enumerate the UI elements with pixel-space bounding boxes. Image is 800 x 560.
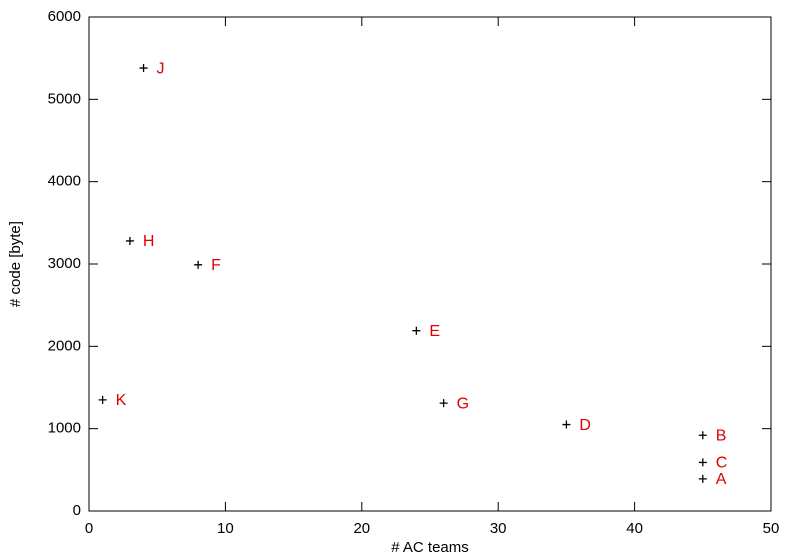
point [194, 260, 203, 269]
point [698, 458, 707, 467]
point-label: D [579, 417, 591, 434]
x-tick-label: 0 [85, 520, 93, 537]
point [139, 64, 148, 73]
point [698, 474, 707, 483]
point-label: H [143, 233, 155, 250]
x-tick-label: 10 [217, 520, 234, 537]
point [439, 399, 448, 408]
point-label: F [211, 257, 221, 274]
point-label: E [429, 323, 440, 340]
x-tick-label: 30 [490, 520, 507, 537]
y-tick-label: 0 [73, 502, 81, 519]
x-axis-label: # AC teams [391, 539, 469, 556]
point [98, 395, 107, 404]
y-tick-label: 4000 [48, 173, 81, 190]
plot-frame [88, 16, 772, 512]
point-label: G [457, 395, 469, 412]
x-tick-label: 50 [763, 520, 780, 537]
y-tick-label: 6000 [48, 8, 81, 25]
point [698, 431, 707, 440]
point [125, 236, 134, 245]
point-label: B [716, 427, 727, 444]
y-tick-label: 3000 [48, 255, 81, 272]
y-tick-label: 5000 [48, 90, 81, 107]
y-tick-label: 1000 [48, 420, 81, 437]
point [562, 420, 571, 429]
point-label: A [716, 471, 727, 488]
point-label: K [116, 392, 127, 409]
y-tick-label: 2000 [48, 337, 81, 354]
point [412, 326, 421, 335]
point-label: J [157, 60, 165, 77]
point-label: C [716, 455, 728, 472]
x-tick-label: 40 [626, 520, 643, 537]
x-tick-label: 20 [353, 520, 370, 537]
y-axis-label: # code [byte] [7, 221, 24, 307]
